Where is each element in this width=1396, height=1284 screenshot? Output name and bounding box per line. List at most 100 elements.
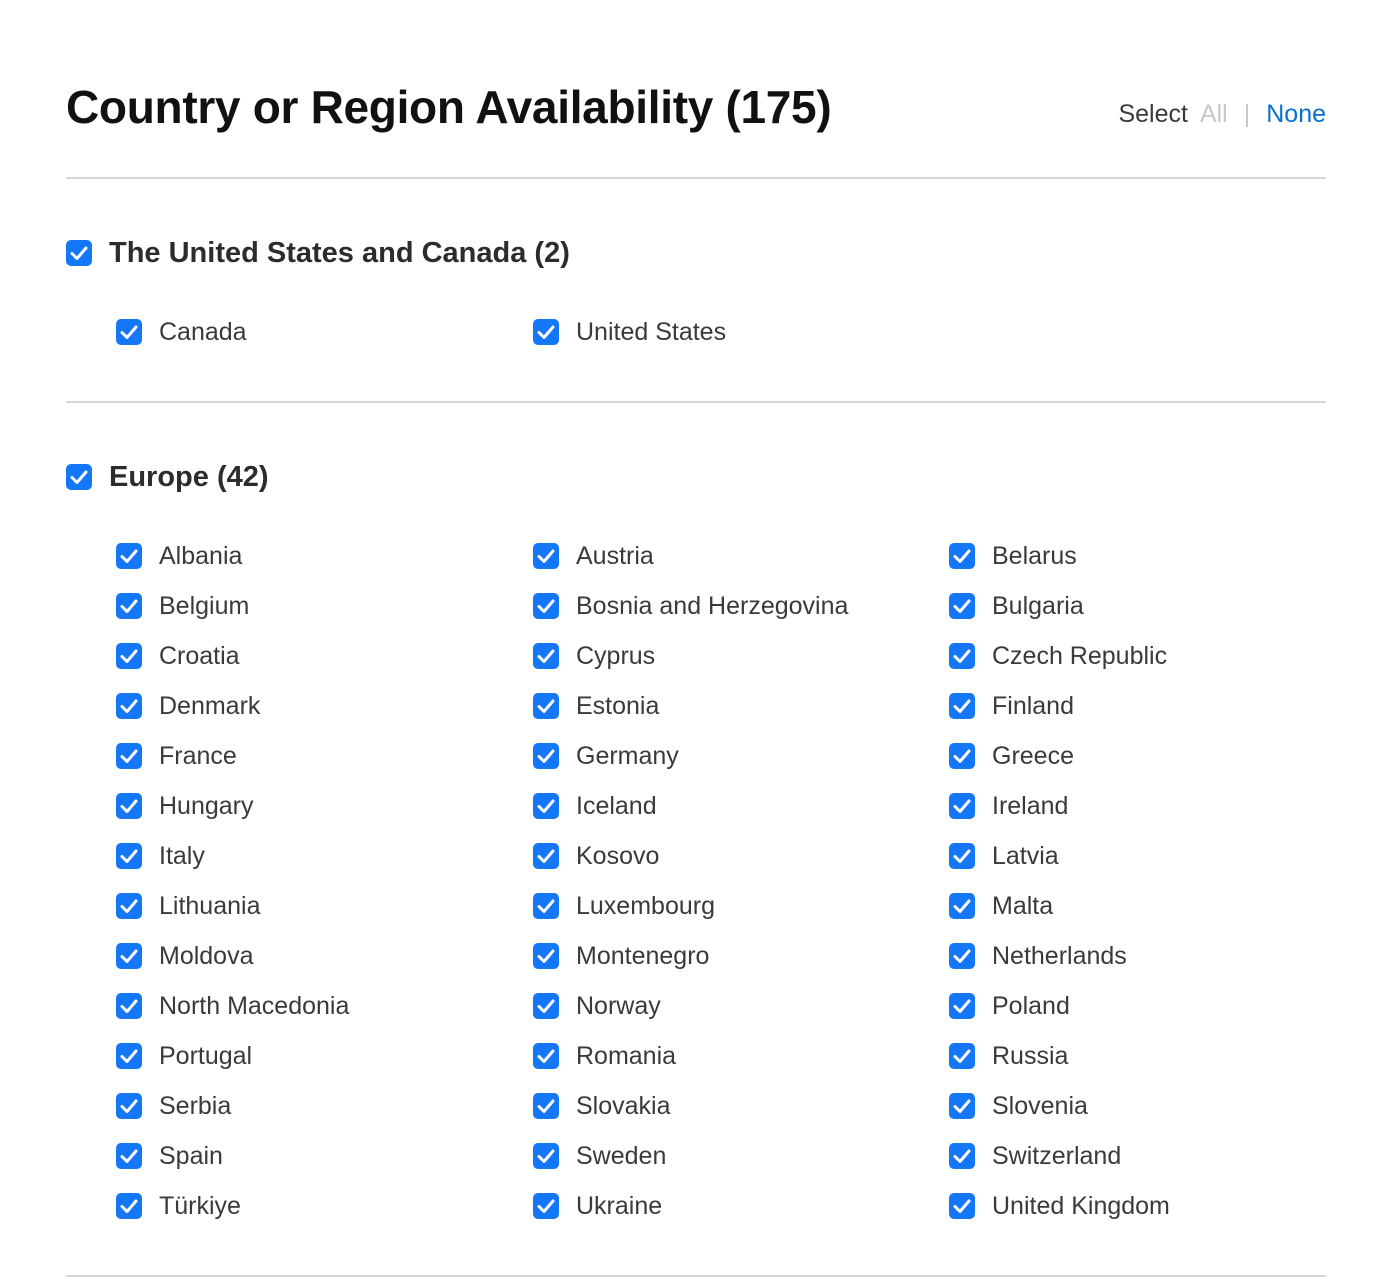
country-checkbox[interactable] (533, 643, 559, 669)
country-checkbox[interactable] (533, 993, 559, 1019)
country-checkbox[interactable] (949, 593, 975, 619)
country-item[interactable]: Luxembourg (533, 890, 949, 940)
country-item[interactable]: Estonia (533, 690, 949, 740)
country-item[interactable]: Denmark (116, 690, 533, 740)
country-checkbox[interactable] (949, 543, 975, 569)
country-item[interactable]: Slovenia (949, 1090, 1259, 1140)
country-item[interactable]: Austria (533, 540, 949, 590)
country-checkbox[interactable] (533, 693, 559, 719)
country-item[interactable]: Türkiye (116, 1190, 533, 1240)
country-checkbox[interactable] (116, 1193, 142, 1219)
region-section-us-canada: The United States and Canada (2) Canada … (66, 179, 1326, 403)
country-item[interactable]: Switzerland (949, 1140, 1259, 1190)
country-checkbox[interactable] (116, 643, 142, 669)
country-item[interactable]: Kosovo (533, 840, 949, 890)
country-item[interactable]: Ireland (949, 790, 1259, 840)
country-checkbox[interactable] (116, 319, 142, 345)
country-checkbox[interactable] (533, 943, 559, 969)
country-item[interactable]: United Kingdom (949, 1190, 1259, 1240)
country-label: Denmark (159, 692, 261, 720)
region-checkbox[interactable] (66, 240, 92, 266)
country-checkbox[interactable] (116, 943, 142, 969)
country-checkbox[interactable] (949, 793, 975, 819)
country-item[interactable]: Belgium (116, 590, 533, 640)
country-item[interactable]: Greece (949, 740, 1259, 790)
country-checkbox[interactable] (116, 893, 142, 919)
checkmark-icon (953, 1049, 971, 1063)
country-checkbox[interactable] (533, 793, 559, 819)
country-item[interactable]: Finland (949, 690, 1259, 740)
country-checkbox[interactable] (116, 1143, 142, 1169)
region-header[interactable]: Europe (42) (66, 461, 1326, 493)
country-item[interactable]: Moldova (116, 940, 533, 990)
country-checkbox[interactable] (949, 993, 975, 1019)
country-checkbox[interactable] (949, 1193, 975, 1219)
country-item[interactable]: Canada (116, 316, 533, 366)
country-item[interactable]: Spain (116, 1140, 533, 1190)
country-item[interactable]: Croatia (116, 640, 533, 690)
country-item[interactable]: Ukraine (533, 1190, 949, 1240)
country-checkbox[interactable] (116, 1093, 142, 1119)
select-all-link[interactable]: All (1199, 100, 1228, 128)
country-checkbox[interactable] (116, 743, 142, 769)
country-item[interactable]: Serbia (116, 1090, 533, 1140)
country-checkbox[interactable] (116, 693, 142, 719)
country-label: Iceland (576, 792, 657, 820)
country-checkbox[interactable] (533, 893, 559, 919)
country-checkbox[interactable] (116, 793, 142, 819)
country-item[interactable]: Russia (949, 1040, 1259, 1090)
country-checkbox[interactable] (533, 543, 559, 569)
country-checkbox[interactable] (533, 843, 559, 869)
country-checkbox[interactable] (116, 593, 142, 619)
country-item[interactable]: North Macedonia (116, 990, 533, 1040)
country-checkbox[interactable] (533, 1143, 559, 1169)
country-checkbox[interactable] (949, 1143, 975, 1169)
country-item[interactable]: Slovakia (533, 1090, 949, 1140)
country-item[interactable]: Czech Republic (949, 640, 1259, 690)
country-item[interactable]: France (116, 740, 533, 790)
country-checkbox[interactable] (949, 693, 975, 719)
checkmark-icon (120, 699, 138, 713)
country-checkbox[interactable] (949, 743, 975, 769)
country-item[interactable]: Latvia (949, 840, 1259, 890)
country-checkbox[interactable] (949, 1093, 975, 1119)
country-checkbox[interactable] (949, 943, 975, 969)
country-item[interactable]: Belarus (949, 540, 1259, 590)
country-item[interactable]: Montenegro (533, 940, 949, 990)
country-item[interactable]: Iceland (533, 790, 949, 840)
country-checkbox[interactable] (533, 319, 559, 345)
country-item[interactable]: Albania (116, 540, 533, 590)
country-checkbox[interactable] (533, 743, 559, 769)
country-checkbox[interactable] (116, 843, 142, 869)
country-checkbox[interactable] (949, 843, 975, 869)
region-header[interactable]: The United States and Canada (2) (66, 237, 1326, 269)
country-checkbox[interactable] (949, 1043, 975, 1069)
country-checkbox[interactable] (949, 643, 975, 669)
country-item[interactable]: Romania (533, 1040, 949, 1090)
country-item[interactable]: Netherlands (949, 940, 1259, 990)
country-item[interactable]: Bosnia and Herzegovina (533, 590, 949, 640)
country-item[interactable]: Sweden (533, 1140, 949, 1190)
country-item[interactable]: United States (533, 316, 949, 366)
country-checkbox[interactable] (116, 543, 142, 569)
country-item[interactable]: Norway (533, 990, 949, 1040)
country-item[interactable]: Lithuania (116, 890, 533, 940)
country-item[interactable]: Poland (949, 990, 1259, 1040)
country-checkbox[interactable] (533, 1043, 559, 1069)
country-checkbox[interactable] (116, 1043, 142, 1069)
country-item[interactable]: Germany (533, 740, 949, 790)
country-checkbox[interactable] (116, 993, 142, 1019)
country-item[interactable]: Italy (116, 840, 533, 890)
country-item[interactable]: Bulgaria (949, 590, 1259, 640)
select-none-link[interactable]: None (1266, 100, 1326, 128)
country-checkbox[interactable] (949, 893, 975, 919)
country-item[interactable]: Malta (949, 890, 1259, 940)
country-checkbox[interactable] (533, 1193, 559, 1219)
country-item[interactable]: Hungary (116, 790, 533, 840)
country-item[interactable]: Portugal (116, 1040, 533, 1090)
checkmark-icon (120, 325, 138, 339)
country-item[interactable]: Cyprus (533, 640, 949, 690)
country-checkbox[interactable] (533, 1093, 559, 1119)
country-checkbox[interactable] (533, 593, 559, 619)
region-checkbox[interactable] (66, 464, 92, 490)
